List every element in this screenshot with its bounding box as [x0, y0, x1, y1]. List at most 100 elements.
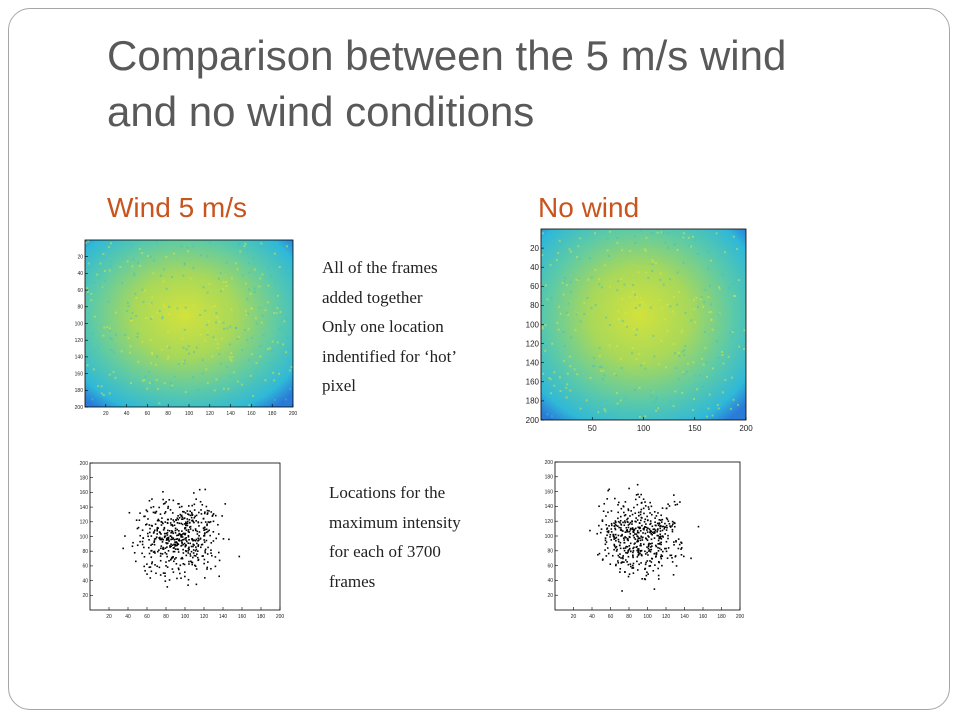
scatter-point — [190, 560, 192, 563]
heatmap-speckle — [247, 328, 250, 331]
scatter-point — [617, 517, 619, 520]
scatter-point — [638, 563, 640, 566]
scatter-point — [162, 572, 165, 574]
heatmap-speckle — [594, 268, 597, 271]
scatter-point — [163, 536, 166, 539]
scatter-point — [638, 553, 640, 556]
scatter-point — [660, 514, 662, 517]
scatter-point — [632, 547, 634, 550]
heatmap-speckle — [565, 386, 568, 389]
scatter-point — [198, 488, 201, 491]
x-tick-label: 40 — [125, 614, 131, 620]
scatter-point — [122, 547, 124, 550]
heatmap-speckle — [277, 328, 280, 331]
caption-line: All of the frames — [322, 258, 438, 277]
scatter-point — [667, 537, 669, 540]
x-tick-label: 200 — [289, 411, 298, 417]
heatmap-speckle — [206, 333, 209, 336]
heatmap-speckle — [133, 272, 136, 275]
scatter-point — [669, 525, 671, 527]
scatter-point — [655, 524, 657, 527]
heatmap-speckle — [170, 382, 173, 385]
heatmap-speckle — [550, 392, 553, 395]
scatter-point — [186, 520, 189, 523]
heatmap-speckle — [573, 368, 576, 371]
scatter-point — [204, 488, 207, 491]
heatmap-speckle — [717, 313, 720, 316]
scatter-point — [198, 511, 200, 514]
caption-line: Only one location — [322, 317, 444, 336]
heatmap-speckle — [664, 241, 667, 244]
scatter-point — [180, 577, 182, 579]
heatmap-speckle — [186, 246, 189, 249]
heatmap-speckle — [701, 385, 704, 388]
heatmap-speckle — [86, 364, 89, 367]
heatmap-speckle — [248, 359, 251, 362]
scatter-point — [185, 544, 187, 546]
scatter-point — [615, 521, 617, 524]
scatter-point — [162, 538, 164, 541]
scatter-point — [188, 546, 190, 549]
scatter-point — [607, 511, 609, 514]
scatter-point — [185, 522, 187, 525]
heatmap-speckle — [656, 406, 659, 409]
scatter-point — [174, 527, 177, 530]
scatter-point — [160, 538, 163, 541]
scatter-point — [168, 540, 170, 542]
heatmap-speckle — [705, 361, 708, 364]
scatter-point — [637, 526, 640, 529]
heatmap-speckle — [701, 357, 704, 360]
heatmap-speckle — [290, 365, 293, 368]
scatter-point — [192, 549, 195, 551]
scatter-point — [148, 539, 150, 541]
heatmap-speckle — [720, 254, 723, 257]
heatmap-speckle — [241, 274, 244, 277]
scatter-point — [637, 548, 639, 550]
scatter-point — [182, 543, 185, 546]
heatmap-speckle — [574, 329, 577, 332]
scatter-point — [660, 554, 663, 556]
heatmap-speckle — [731, 376, 734, 379]
heatmap-speckle — [719, 403, 722, 406]
scatter-point — [613, 525, 616, 527]
scatter-point — [159, 555, 162, 557]
heatmap-speckle — [246, 338, 249, 341]
scatter-point — [166, 537, 168, 540]
scatter-point — [606, 527, 609, 530]
heatmap-speckle — [545, 351, 548, 354]
scatter-point — [647, 547, 650, 550]
scatter-point — [617, 525, 619, 527]
scatter-point — [613, 543, 616, 546]
scatter-point — [606, 528, 608, 530]
heatmap-speckle — [705, 393, 708, 396]
scatter-point — [632, 529, 635, 532]
heatmap-speckle — [206, 381, 209, 384]
heatmap-speckle — [273, 379, 276, 382]
heatmap-speckle — [206, 291, 209, 294]
heatmap-speckle — [634, 333, 637, 336]
scatter-point — [184, 537, 187, 540]
heatmap-speckle — [97, 385, 100, 388]
scatter-point — [174, 545, 176, 547]
scatter-point — [172, 537, 175, 539]
heatmap-speckle — [731, 330, 734, 333]
scatter-point — [657, 567, 659, 570]
scatter-point — [186, 540, 188, 543]
heatmap-speckle — [664, 366, 667, 369]
scatter-point — [606, 530, 609, 533]
scatter-point — [164, 575, 166, 577]
scatter-point — [605, 541, 608, 543]
scatter-point — [627, 509, 630, 512]
heatmap-speckle — [86, 293, 89, 296]
scatter-point — [623, 537, 625, 540]
heatmap-speckle — [261, 314, 264, 317]
heatmap-speckle — [639, 229, 642, 232]
scatter-point — [621, 590, 623, 592]
heatmap-speckle — [587, 278, 590, 281]
heatmap-speckle — [606, 237, 609, 240]
scatter-point — [182, 510, 184, 513]
heatmap-speckle — [214, 338, 217, 341]
heatmap-speckle — [617, 318, 620, 321]
heatmap-speckle — [112, 371, 115, 374]
heatmap-speckle — [708, 400, 711, 403]
